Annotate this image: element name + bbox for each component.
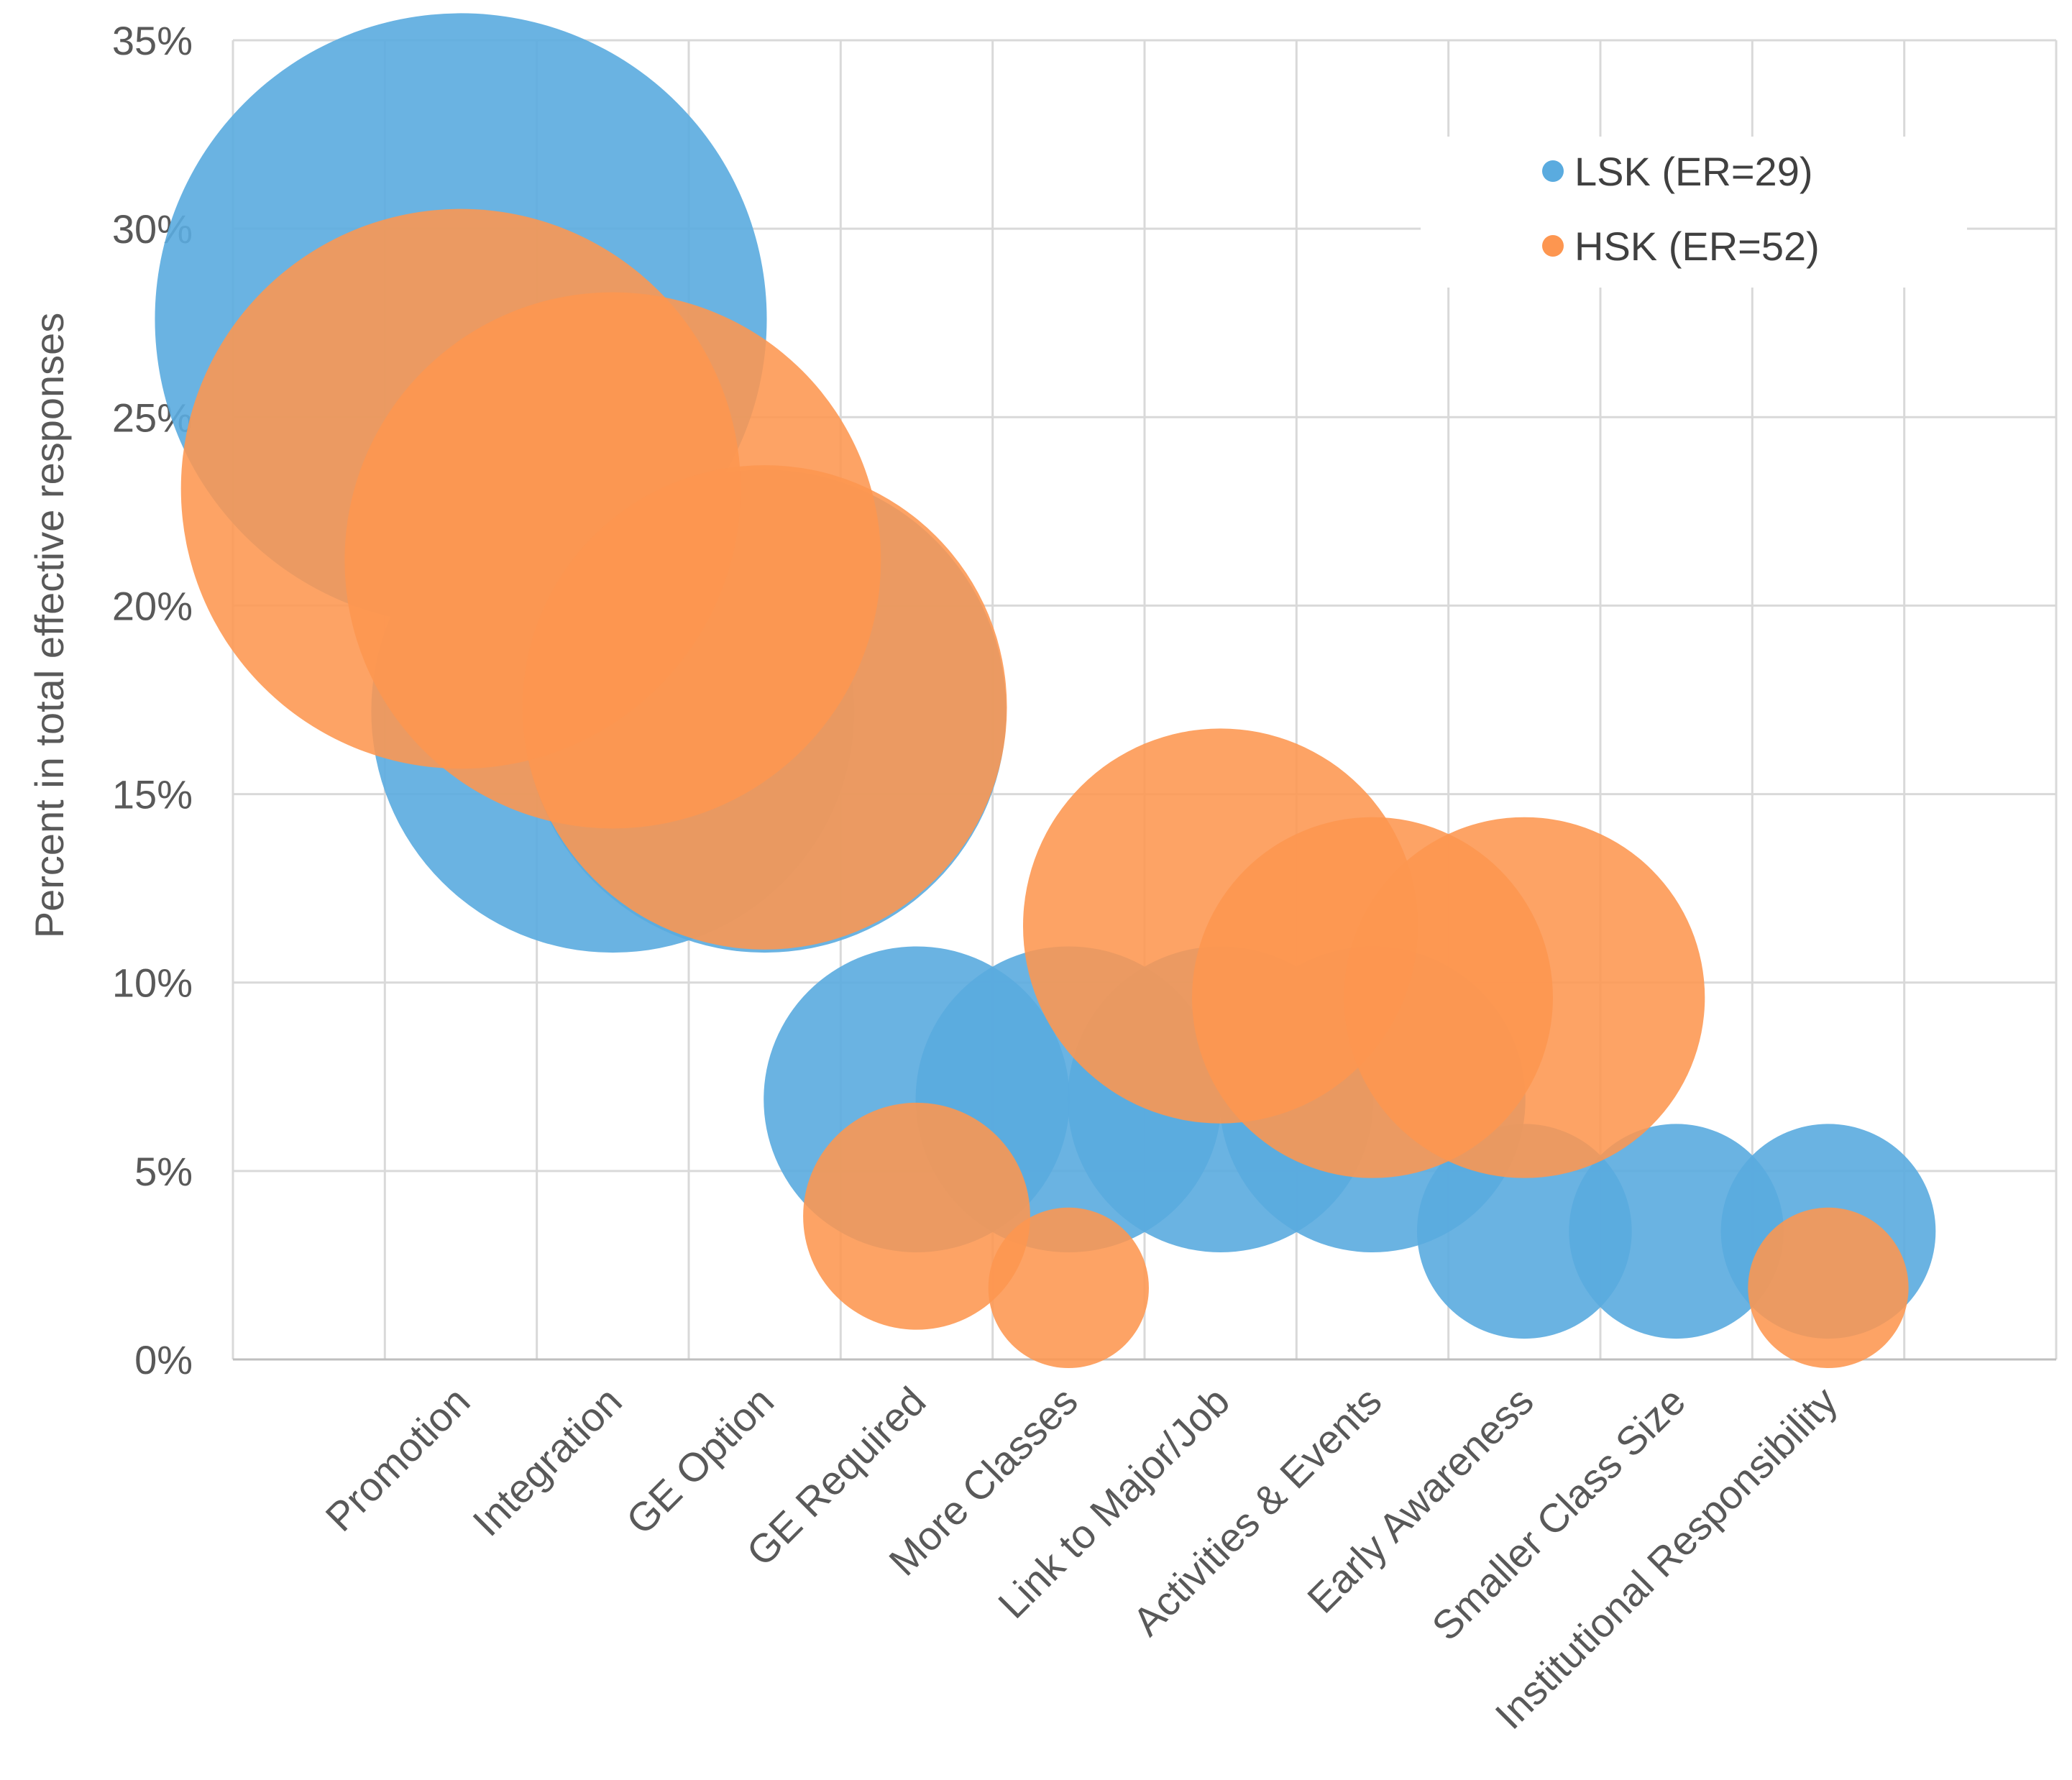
legend-label: HSK (ER=52) xyxy=(1574,224,1820,269)
y-axis-label: Percent in total effective responses xyxy=(27,313,72,939)
hsk-bubble xyxy=(1748,1207,1909,1369)
legend: LSK (ER=29) HSK (ER=52) xyxy=(1421,137,1967,288)
hsk-bubble xyxy=(803,1102,1030,1330)
legend-marker xyxy=(1542,235,1564,257)
hsk-bubble xyxy=(988,1207,1149,1369)
x-category-label: Integration xyxy=(464,1378,631,1545)
x-category-label: Promotion xyxy=(316,1378,478,1540)
y-tick-label: 5% xyxy=(134,1149,193,1194)
y-tick-label: 35% xyxy=(112,18,193,63)
y-tick-label: 20% xyxy=(112,583,193,628)
hsk-bubble xyxy=(522,465,1007,950)
bubbles xyxy=(155,13,1936,1369)
legend-box xyxy=(1421,137,1967,288)
lsk-bubble xyxy=(1569,1124,1784,1339)
y-tick-label: 0% xyxy=(134,1337,193,1382)
x-category-label: Smaller Class Size xyxy=(1423,1378,1694,1649)
y-tick-label: 10% xyxy=(112,960,193,1006)
legend-label: LSK (ER=29) xyxy=(1574,149,1813,194)
y-tick-labels: 0%5%10%15%20%25%30%35% xyxy=(112,18,193,1382)
lsk-bubble xyxy=(1416,1124,1632,1339)
legend-marker xyxy=(1542,160,1564,182)
x-category-label: GE Option xyxy=(618,1378,782,1543)
hsk-bubble xyxy=(1344,817,1705,1178)
x-category-label: Activities & Events xyxy=(1124,1378,1390,1644)
y-tick-label: 15% xyxy=(112,772,193,817)
